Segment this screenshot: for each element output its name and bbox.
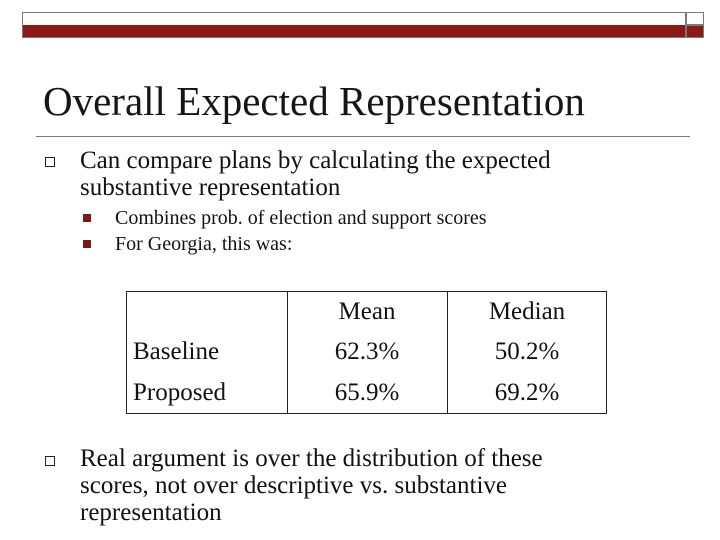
header-bar — [22, 12, 686, 38]
title-rule — [36, 136, 690, 137]
table-cell-median: 69.2% — [494, 379, 560, 406]
bullet-2-line-2: scores, not over descriptive vs. substan… — [80, 472, 507, 499]
results-table: Mean Median Baseline 62.3% 50.2% Propose… — [126, 291, 607, 414]
header-bar-fill — [23, 25, 685, 37]
table-row-label: Proposed — [133, 379, 227, 406]
slide-title: Overall Expected Representation — [43, 78, 585, 124]
bullet-box-icon — [45, 157, 55, 167]
header-corner-bottom — [686, 25, 704, 38]
bullet-1-line-2: substantive representation — [80, 174, 341, 201]
bullet-1-line-1: Can compare plans by calculating the exp… — [80, 147, 551, 174]
bullet-2-line-1: Real argument is over the distribution o… — [80, 445, 543, 472]
sub-bullet-square-icon — [83, 214, 91, 222]
header-corner-top — [686, 12, 704, 25]
table-row-label: Baseline — [133, 338, 220, 365]
bullet-2-line-3: representation — [80, 499, 222, 526]
table-cell-mean: 65.9% — [334, 379, 400, 406]
table-header-median: Median — [488, 298, 566, 325]
sub-bullet-2: For Georgia, this was: — [115, 233, 293, 255]
table-header-mean: Mean — [338, 298, 396, 325]
sub-bullet-square-icon — [83, 240, 91, 248]
table-divider — [287, 292, 288, 413]
bullet-box-icon — [45, 456, 55, 466]
table-cell-mean: 62.3% — [334, 338, 400, 365]
sub-bullet-1: Combines prob. of election and support s… — [115, 207, 487, 229]
table-divider — [447, 292, 448, 413]
table-cell-median: 50.2% — [494, 338, 560, 365]
